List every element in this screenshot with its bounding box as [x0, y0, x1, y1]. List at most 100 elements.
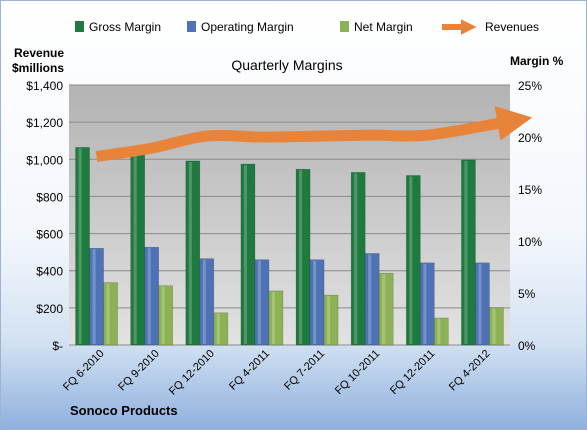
bar-operating-margin-rect: [420, 262, 435, 346]
category-label: FQ 6-2010: [61, 348, 107, 394]
legend-item-revenues: Revenues: [442, 19, 539, 35]
bar-gross-margin-rect: [185, 160, 201, 346]
bar-net-margin: [323, 294, 339, 346]
revenue-line: [95, 105, 533, 162]
bar-gross-margin-rect: [406, 175, 421, 346]
bar-operating-margin-rect: [309, 259, 325, 346]
right-tick-label: 10%: [518, 235, 542, 249]
bar-operating-margin: [144, 246, 159, 346]
bar-net-margin-highlight: [106, 283, 110, 344]
left-tick-label: $800: [36, 190, 63, 204]
left-axis-title-line1: Revenue: [14, 46, 64, 60]
bar-operating-margin-rect: [475, 262, 490, 346]
bar-operating-margin-highlight: [313, 260, 317, 344]
company-name: Sonoco Products: [70, 403, 178, 418]
bar-gross-margin: [240, 163, 256, 346]
bar-net-margin-rect: [213, 312, 229, 346]
bar-gross-margin: [75, 147, 90, 346]
bar-gross-margin-rect: [295, 168, 311, 346]
legend-swatch-net-margin: [340, 21, 349, 32]
bar-net-margin-highlight: [327, 296, 331, 344]
left-tick-label: $400: [36, 265, 63, 279]
legend-label-net-margin: Net Margin: [354, 20, 413, 34]
bar-gross-margin-rect: [240, 163, 256, 346]
bar-net-margin-rect: [378, 272, 394, 346]
bar-operating-margin-highlight: [478, 263, 482, 344]
legend-label-gross-margin: Gross Margin: [89, 20, 161, 34]
right-axis-ticks: 0% 5% 10% 15% 20% 25%: [518, 79, 542, 353]
category-label: FQ 10-2011: [333, 348, 382, 397]
left-tick-label: $-: [52, 339, 63, 353]
legend: Gross Margin Operating Margin Net Margin…: [75, 19, 539, 35]
bar-net-margin: [158, 285, 173, 346]
bar-gross-margin-highlight: [464, 160, 468, 344]
left-tick-label: $600: [36, 228, 63, 242]
bar-gross-margin-rect: [461, 159, 476, 346]
bar-gross-margin-highlight: [354, 173, 358, 344]
bar-gross-margin: [130, 148, 145, 346]
bar-net-margin-highlight: [382, 274, 386, 344]
legend-item-gross-margin: Gross Margin: [75, 20, 161, 34]
category-label: FQ 4-2012: [447, 348, 493, 394]
bar-net-margin-highlight: [161, 286, 165, 344]
right-axis-title: Margin %: [510, 54, 564, 68]
left-tick-label: $200: [36, 302, 63, 316]
bar-operating-margin-rect: [144, 246, 159, 346]
bars: [75, 147, 504, 346]
bar-operating-margin-rect: [199, 258, 215, 346]
bar-net-margin-highlight: [271, 291, 275, 344]
bar-gross-margin-rect: [130, 148, 145, 346]
left-axis-title-line2: $millions: [12, 61, 64, 75]
category-labels: FQ 6-2010 FQ 9-2010 FQ 12-2010 FQ 4-2011 FQ …: [61, 348, 493, 398]
legend-label-operating-margin: Operating Margin: [201, 20, 294, 34]
right-tick-label: 15%: [518, 183, 542, 197]
bar-operating-margin-highlight: [147, 248, 151, 344]
bar-net-margin: [434, 317, 449, 346]
bar-net-margin-rect: [434, 317, 449, 346]
category-label: FQ 4-2011: [227, 348, 272, 393]
bar-net-margin-highlight: [216, 313, 220, 344]
bar-net-margin: [213, 312, 229, 346]
bar-gross-margin: [406, 175, 421, 346]
bar-operating-margin: [199, 258, 215, 346]
revenue-line-group: [95, 105, 533, 162]
bar-gross-margin-highlight: [188, 161, 192, 344]
legend-item-net-margin: Net Margin: [340, 20, 413, 34]
bar-gross-margin: [295, 168, 311, 346]
bar-net-margin: [378, 272, 394, 346]
bar-operating-margin: [89, 247, 104, 346]
left-tick-label: $1,400: [26, 79, 63, 93]
bar-net-margin-rect: [323, 294, 339, 346]
category-label: FQ 9-2010: [116, 348, 162, 394]
bar-net-margin: [489, 307, 504, 346]
right-tick-label: 5%: [518, 287, 536, 301]
bar-operating-margin: [309, 259, 325, 346]
legend-swatch-operating-margin: [187, 21, 196, 32]
bar-operating-margin-highlight: [368, 254, 372, 344]
right-tick-label: 25%: [518, 79, 542, 93]
bar-operating-margin-highlight: [92, 249, 96, 344]
bar-net-margin-rect: [268, 290, 284, 346]
category-label: FQ 12-2010: [167, 348, 217, 398]
legend-item-operating-margin: Operating Margin: [187, 20, 294, 34]
bar-net-margin-rect: [158, 285, 173, 346]
category-label: FQ 7-2011: [282, 348, 327, 393]
bar-gross-margin: [185, 160, 201, 346]
left-tick-label: $1,200: [26, 116, 63, 130]
bar-operating-margin: [364, 253, 380, 346]
plot-area: Quarterly Margins: [69, 57, 533, 346]
bar-net-margin: [103, 282, 118, 346]
bar-operating-margin-highlight: [423, 263, 427, 344]
bar-operating-margin: [254, 259, 270, 346]
bar-operating-margin-rect: [364, 253, 380, 346]
bar-net-margin: [268, 290, 284, 346]
left-axis-ticks: $- $200 $400 $600 $800 $1,000 $1,200 $1,400: [26, 79, 63, 353]
category-label: FQ 12-2011: [388, 348, 437, 397]
bar-operating-margin-highlight: [202, 259, 206, 344]
bar-gross-margin-highlight: [299, 170, 303, 344]
bar-gross-margin-highlight: [133, 149, 137, 344]
bar-gross-margin-highlight: [409, 176, 413, 344]
bar-operating-margin: [420, 262, 435, 346]
legend-swatch-gross-margin: [75, 21, 84, 32]
bar-gross-margin: [350, 172, 366, 346]
